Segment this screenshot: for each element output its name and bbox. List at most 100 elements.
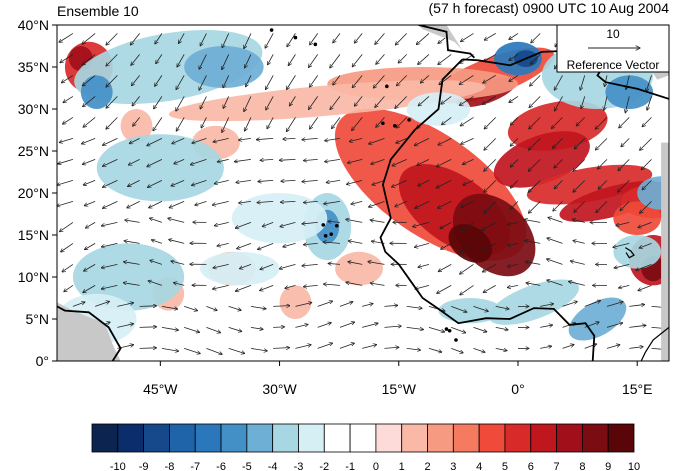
island bbox=[444, 327, 449, 331]
wind-vector bbox=[64, 285, 74, 291]
wind-vector bbox=[106, 54, 118, 66]
wind-vector bbox=[279, 159, 296, 160]
wind-vector bbox=[418, 54, 430, 64]
wind-vector bbox=[59, 138, 74, 142]
wind-vector bbox=[280, 201, 296, 202]
wind-vector bbox=[562, 301, 577, 307]
wind-vector bbox=[148, 201, 163, 207]
wind-vector bbox=[436, 180, 452, 188]
wind-vector bbox=[214, 222, 229, 225]
wind-vector bbox=[302, 222, 318, 224]
anomaly-patch bbox=[72, 243, 185, 311]
congo-coastline bbox=[640, 326, 669, 361]
wind-vector bbox=[273, 348, 289, 349]
wind-vector bbox=[406, 348, 421, 350]
wind-vector bbox=[495, 348, 507, 350]
wind-vector bbox=[438, 264, 452, 271]
wind-vector bbox=[510, 159, 519, 167]
wind-vector bbox=[354, 33, 363, 43]
wind-vector bbox=[483, 285, 496, 292]
wind-vector bbox=[436, 159, 452, 166]
wind-vector bbox=[642, 180, 652, 189]
wind-vector bbox=[256, 138, 274, 139]
wind-vector bbox=[174, 159, 185, 163]
wind-vector bbox=[562, 344, 574, 349]
colorbar-swatch bbox=[478, 423, 506, 453]
colorbar: -10 -9 -8 -7 -6 -5 -4 -3 -2 -1 0 1 2 3 4 5 6 7 8 9 10 bbox=[91, 423, 640, 471]
wind-vector bbox=[101, 264, 118, 268]
colorbar-label: 0 bbox=[373, 461, 379, 471]
wind-vector bbox=[228, 306, 242, 310]
wind-vector bbox=[63, 96, 74, 102]
colorbar-swatch bbox=[607, 423, 635, 453]
anomaly-patch bbox=[168, 80, 486, 122]
wind-vector bbox=[396, 138, 407, 143]
wind-vector bbox=[281, 180, 296, 181]
wind-vector bbox=[636, 264, 652, 270]
wind-vector bbox=[101, 285, 118, 289]
wind-vector bbox=[620, 201, 630, 210]
wind-vector bbox=[606, 302, 623, 307]
wind-vector bbox=[168, 218, 185, 223]
wind-vector bbox=[619, 117, 630, 128]
wind-vector bbox=[212, 285, 229, 289]
wind-vector bbox=[213, 264, 229, 268]
wind-vector bbox=[391, 180, 407, 187]
wind-vector bbox=[148, 281, 163, 286]
wind-vector bbox=[442, 117, 452, 124]
wind-vector bbox=[317, 301, 333, 307]
wind-vector bbox=[441, 96, 452, 104]
wind-vector bbox=[482, 243, 496, 251]
wind-vector bbox=[580, 75, 586, 90]
anomaly-patch bbox=[231, 193, 328, 244]
colorbar-swatch bbox=[91, 423, 119, 453]
wind-vector bbox=[201, 117, 207, 128]
wind-vector bbox=[310, 33, 319, 45]
wind-vector bbox=[101, 243, 118, 247]
colorbar-label: -6 bbox=[216, 461, 226, 471]
wind-vector bbox=[302, 138, 318, 139]
lon-tick-label: 0° bbox=[511, 381, 524, 397]
colorbar-swatch bbox=[375, 423, 403, 453]
wind-vector bbox=[286, 117, 296, 131]
wind-vector bbox=[528, 138, 541, 150]
wind-vector bbox=[375, 96, 385, 107]
wind-vector bbox=[569, 281, 585, 286]
wind-vector bbox=[228, 327, 242, 331]
island bbox=[323, 234, 328, 238]
wind-vector bbox=[60, 243, 74, 252]
wind-vector bbox=[618, 159, 630, 170]
wind-vector bbox=[595, 117, 608, 129]
anomaly-patch bbox=[568, 297, 627, 341]
wind-vector bbox=[530, 75, 541, 86]
wind-vector bbox=[617, 180, 630, 192]
wind-vector bbox=[621, 138, 630, 146]
wind-vector bbox=[84, 201, 96, 205]
wind-vector bbox=[280, 222, 296, 226]
lat-tick-label: 0° bbox=[36, 353, 49, 369]
wind-vector bbox=[260, 159, 274, 160]
wind-vector bbox=[460, 285, 474, 295]
wind-vector bbox=[451, 306, 467, 312]
wind-vector bbox=[347, 159, 363, 163]
wind-vector bbox=[507, 264, 519, 266]
wind-vector bbox=[548, 217, 563, 223]
wind-vector bbox=[59, 222, 74, 231]
wind-vector bbox=[392, 159, 407, 165]
wind-vector bbox=[171, 180, 185, 186]
wind-vector bbox=[200, 33, 207, 46]
wind-vector bbox=[129, 138, 140, 143]
wind-vector bbox=[362, 345, 377, 349]
wind-vector bbox=[370, 283, 385, 286]
lake-chad bbox=[624, 247, 635, 259]
wind-vector bbox=[250, 348, 268, 351]
island bbox=[269, 28, 274, 32]
wind-vector bbox=[223, 75, 230, 87]
wind-vector bbox=[123, 262, 140, 265]
wind-vector bbox=[463, 180, 474, 185]
wind-vector bbox=[598, 180, 608, 189]
anomaly-patch bbox=[80, 75, 113, 109]
wind-vector bbox=[376, 117, 385, 127]
wind-vector bbox=[302, 264, 318, 266]
